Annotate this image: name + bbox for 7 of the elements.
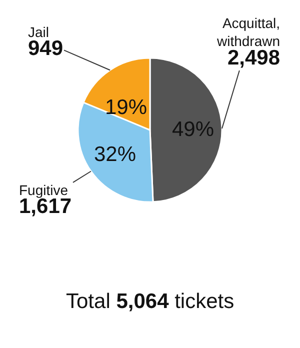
- data-label: 949: [28, 37, 64, 60]
- text: Total 5,064 tickets: [66, 290, 234, 313]
- slice-label: Jail: [28, 24, 50, 40]
- text: 32%: [94, 143, 136, 166]
- slice-label: Fugitive: [19, 182, 68, 198]
- text: 49%: [172, 118, 214, 141]
- text: 19%: [105, 96, 148, 119]
